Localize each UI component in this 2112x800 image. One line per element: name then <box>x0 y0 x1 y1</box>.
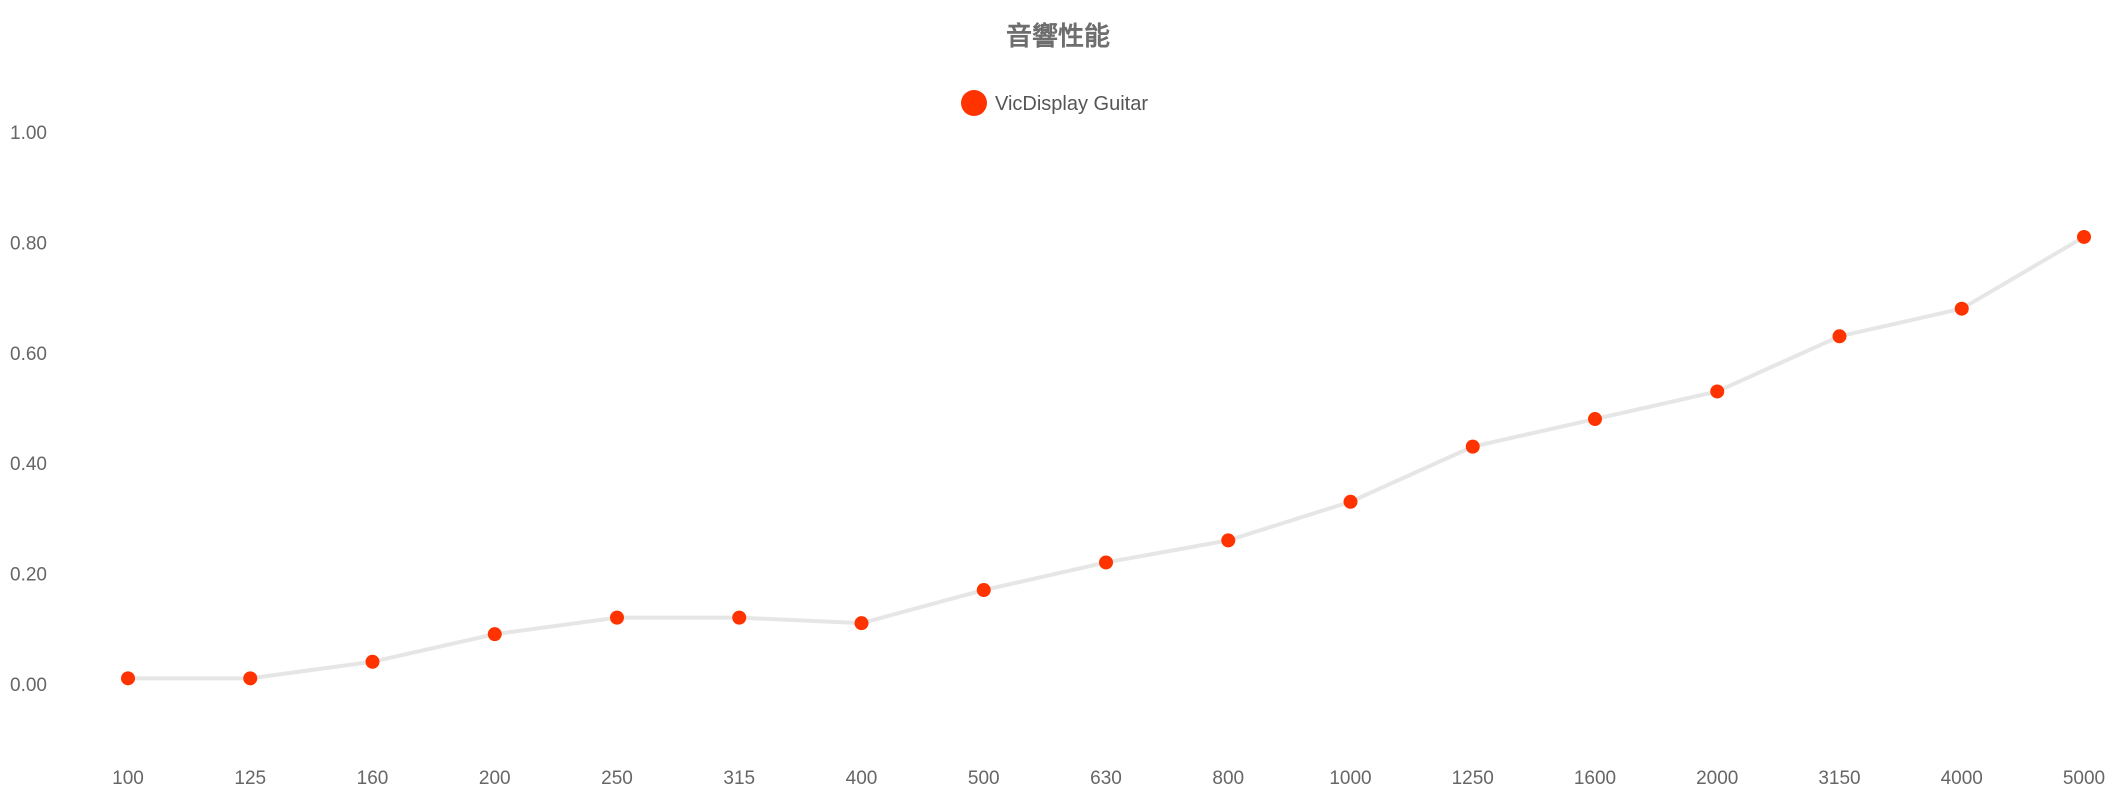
data-point[interactable] <box>1343 494 1358 509</box>
data-point[interactable] <box>1588 412 1602 427</box>
y-tick-label: 0.80 <box>10 234 47 255</box>
data-point[interactable] <box>2077 229 2091 244</box>
legend-label: VicDisplay Guitar <box>995 93 1148 115</box>
x-tick-label: 160 <box>357 768 389 789</box>
data-point[interactable] <box>121 671 135 686</box>
legend-marker <box>961 90 987 116</box>
x-tick-label: 630 <box>1090 768 1122 789</box>
x-tick-label: 1250 <box>1452 768 1494 789</box>
data-point[interactable] <box>610 610 624 625</box>
x-tick-label: 4000 <box>1941 768 1983 789</box>
data-point[interactable] <box>1832 329 1847 344</box>
y-tick-label: 0.60 <box>10 344 47 365</box>
y-tick-label: 0.20 <box>10 565 47 586</box>
data-point[interactable] <box>1710 384 1725 399</box>
x-tick-label: 800 <box>1212 768 1244 789</box>
x-tick-label: 500 <box>968 768 1000 789</box>
y-tick-label: 0.00 <box>10 675 47 696</box>
x-axis: 100 125 160 200 250 315 400 500 630 800 1000 1250 16… <box>112 768 2105 789</box>
y-tick-label: 0.40 <box>10 454 47 475</box>
data-point[interactable] <box>365 654 380 669</box>
data-point[interactable] <box>487 627 502 642</box>
x-tick-label: 2000 <box>1696 768 1738 789</box>
x-tick-label: 1600 <box>1574 768 1616 789</box>
x-tick-label: 3150 <box>1818 768 1860 789</box>
data-point[interactable] <box>1099 555 1113 570</box>
x-tick-label: 250 <box>601 768 633 789</box>
x-tick-label: 5000 <box>2063 768 2105 789</box>
chart-title: 音響性能 <box>1006 21 1110 52</box>
y-axis: 0.00 0.20 0.40 0.60 0.80 1.00 <box>10 123 47 696</box>
plot-area <box>121 229 2091 686</box>
series-line <box>128 235 2086 681</box>
data-point[interactable] <box>976 583 991 598</box>
x-tick-label: 125 <box>234 768 266 789</box>
x-tick-label: 315 <box>723 768 755 789</box>
data-point[interactable] <box>1465 439 1480 454</box>
data-point[interactable] <box>243 671 258 686</box>
data-point[interactable] <box>732 610 747 625</box>
data-point[interactable] <box>1954 301 1969 316</box>
data-point[interactable] <box>1221 533 1236 548</box>
x-tick-label: 200 <box>479 768 511 789</box>
x-tick-label: 100 <box>112 768 144 789</box>
x-tick-label: 400 <box>846 768 878 789</box>
data-point[interactable] <box>854 616 869 631</box>
x-tick-label: 1000 <box>1329 768 1371 789</box>
y-tick-label: 1.00 <box>10 123 47 144</box>
legend[interactable]: VicDisplay Guitar <box>961 90 1148 116</box>
